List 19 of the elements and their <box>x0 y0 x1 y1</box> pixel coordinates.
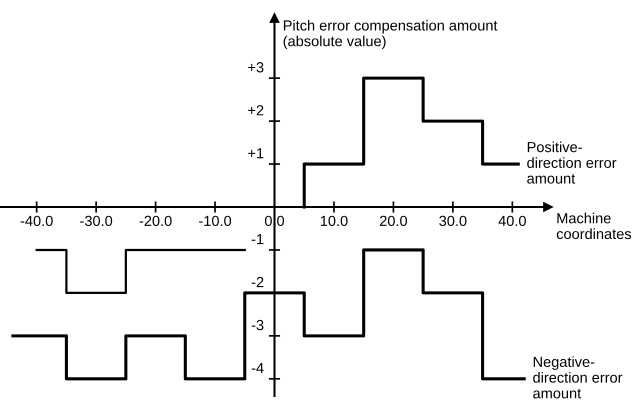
x-tick-label: 20.0 <box>380 216 408 226</box>
x-tick-label: 10.0 <box>320 216 348 226</box>
y-tick-label: +1 <box>248 148 264 158</box>
x-tick-label: -30.0 <box>80 216 112 226</box>
y-tick-label: +3 <box>248 62 264 72</box>
y-tick-label: -3 <box>252 320 264 330</box>
x-tick-label: -40.0 <box>20 216 53 226</box>
series-label: Positive-direction error amount <box>527 142 616 184</box>
x-tick-label: -10.0 <box>199 216 232 226</box>
y-tick-label: +2 <box>248 105 264 116</box>
y-tick-label: -4 <box>252 362 264 374</box>
x-tick-label: -20.0 <box>140 216 172 226</box>
x-axis-title: Machine coordinates <box>556 212 632 240</box>
x-tick-label: 40.0 <box>498 216 526 226</box>
y-tick-label: -1 <box>252 234 264 244</box>
y-tick-label: -2 <box>252 276 264 288</box>
series-label: Negative-direction error amount <box>533 356 622 398</box>
y-axis-title: Pitch error compensation amount (absolute value) <box>284 20 498 50</box>
x-tick-label: 30.0 <box>439 216 466 226</box>
